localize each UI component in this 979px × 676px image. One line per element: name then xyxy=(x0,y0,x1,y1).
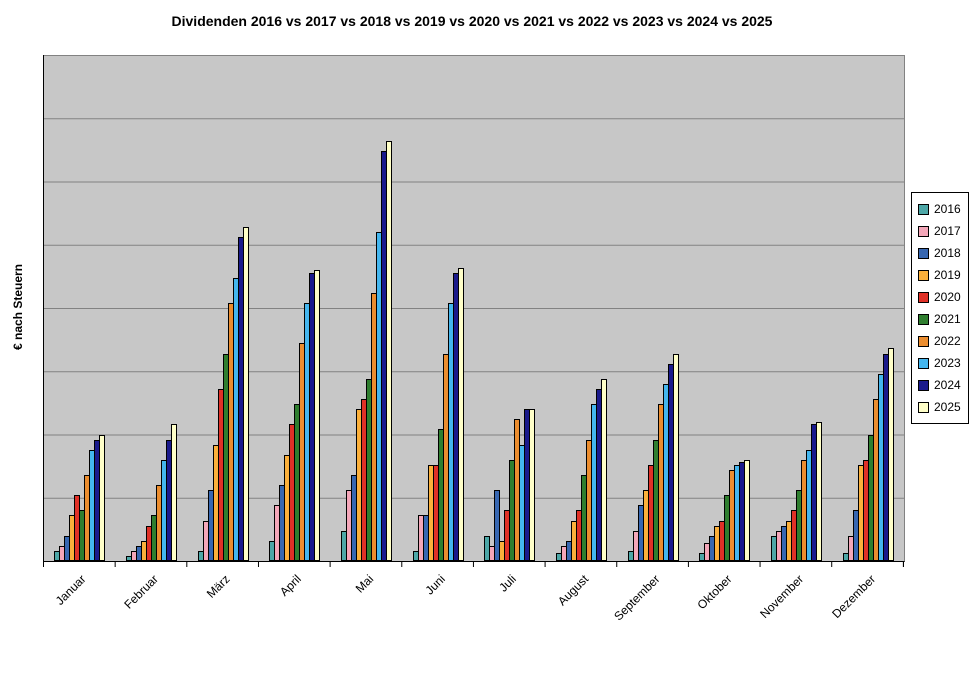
legend-item: 2017 xyxy=(918,220,961,242)
bar-group xyxy=(44,55,116,561)
x-axis-label-cell: April xyxy=(258,568,330,668)
bar-2025 xyxy=(672,353,679,561)
legend-item: 2016 xyxy=(918,198,961,220)
legend-item: 2018 xyxy=(918,242,961,264)
x-axis-label: August xyxy=(554,572,592,609)
x-axis-label: April xyxy=(277,572,305,599)
x-axis-label: November xyxy=(757,572,807,622)
x-axis-label: Februar xyxy=(120,572,161,612)
legend-label: 2022 xyxy=(934,334,961,348)
x-axis-label: Januar xyxy=(52,572,89,608)
x-axis-label: Juli xyxy=(496,572,520,595)
x-axis-label: Oktober xyxy=(694,572,735,613)
legend-label: 2020 xyxy=(934,290,961,304)
bar-group xyxy=(402,55,474,561)
bar-2025 xyxy=(171,424,177,561)
bar-2025 xyxy=(99,434,106,561)
legend-label: 2025 xyxy=(934,400,961,414)
legend-label: 2018 xyxy=(934,246,961,260)
bar-group xyxy=(116,55,188,561)
x-axis-label-cell: Juli xyxy=(474,568,546,668)
bar-2025 xyxy=(314,270,321,561)
bar-2025 xyxy=(816,421,823,561)
bar-group xyxy=(617,55,689,561)
bar-2025 xyxy=(386,141,393,561)
x-axis-label-cell: Dezember xyxy=(828,568,904,668)
legend-item: 2021 xyxy=(918,308,961,330)
plot-area xyxy=(43,55,905,562)
bar-2025 xyxy=(457,267,464,561)
bar-2025 xyxy=(242,227,249,561)
legend-item: 2024 xyxy=(918,374,961,396)
legend-swatch xyxy=(918,357,929,369)
bar-2025 xyxy=(529,409,536,561)
x-axis-label-cell: März xyxy=(187,568,259,668)
bar-group xyxy=(259,55,331,561)
legend-label: 2023 xyxy=(934,356,961,370)
x-axis-label: September xyxy=(611,572,663,624)
bar-group xyxy=(187,55,259,561)
bar-group xyxy=(474,55,546,561)
x-axis-label-cell: Oktober xyxy=(689,568,761,668)
x-axis-label: Dezember xyxy=(828,572,879,622)
legend-item: 2020 xyxy=(918,286,961,308)
bar-group xyxy=(689,55,761,561)
x-axis-labels: Januar Februar März April Mai Juni Juli August S… xyxy=(43,568,904,668)
legend-swatch xyxy=(918,203,929,215)
legend-item: 2022 xyxy=(918,330,961,352)
x-axis-label-cell: September xyxy=(611,568,689,668)
legend-item: 2019 xyxy=(918,264,961,286)
bar-2025 xyxy=(601,378,608,561)
bar-group xyxy=(331,55,403,561)
legend: 2016 2017 2018 2019 2020 2021 2022 2023 2024 2025 xyxy=(911,192,969,424)
x-axis-label-cell: Juni xyxy=(402,568,474,668)
x-axis-label: März xyxy=(203,572,233,601)
bar-group xyxy=(761,55,833,561)
legend-swatch xyxy=(918,401,929,413)
legend-swatch xyxy=(918,335,929,347)
legend-label: 2016 xyxy=(934,202,961,216)
bar-group xyxy=(546,55,618,561)
legend-swatch xyxy=(918,247,929,259)
legend-label: 2024 xyxy=(934,378,961,392)
bars-container xyxy=(44,55,904,561)
x-axis-label-cell: Mai xyxy=(330,568,402,668)
x-axis-label-cell: Februar xyxy=(115,568,187,668)
legend-swatch xyxy=(918,379,929,391)
bar-2018 xyxy=(494,490,501,561)
legend-item: 2023 xyxy=(918,352,961,374)
bar-group xyxy=(832,55,904,561)
chart-title: Dividenden 2016 vs 2017 vs 2018 vs 2019 … xyxy=(171,13,773,29)
legend-swatch xyxy=(918,269,929,281)
legend-label: 2017 xyxy=(934,224,961,238)
legend-swatch xyxy=(918,225,929,237)
x-axis-label: Mai xyxy=(352,572,376,596)
x-axis-label-cell: August xyxy=(545,568,617,668)
legend-label: 2019 xyxy=(934,268,961,282)
bar-2025 xyxy=(744,459,751,561)
legend-swatch xyxy=(918,313,929,325)
bar-2025 xyxy=(887,348,894,561)
x-axis-ticks xyxy=(43,562,904,567)
legend-item: 2025 xyxy=(918,396,961,418)
y-axis-label: € nach Steuern xyxy=(11,263,25,351)
legend-swatch xyxy=(918,291,929,303)
legend-label: 2021 xyxy=(934,312,961,326)
x-axis-label-cell: Januar xyxy=(43,568,115,668)
x-axis-label-cell: November xyxy=(757,568,833,668)
x-axis-label: Juni xyxy=(422,572,448,598)
